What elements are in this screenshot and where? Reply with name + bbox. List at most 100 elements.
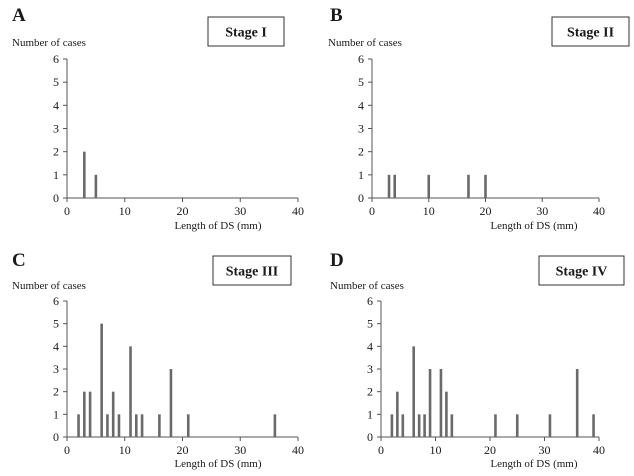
bar	[100, 323, 103, 437]
x-tick-label: 30	[539, 443, 551, 457]
stage-label: Stage II	[567, 26, 614, 41]
y-tick-label: 1	[358, 168, 364, 182]
x-tick-label: 20	[484, 443, 496, 457]
y-tick-label: 2	[53, 385, 59, 399]
stage-label-box	[207, 16, 285, 47]
y-tick-label: 1	[53, 168, 59, 182]
y-tick-label: 3	[358, 122, 364, 136]
y-tick-label: 5	[53, 317, 59, 331]
bar	[445, 391, 448, 437]
y-axis-label: Number of cases	[330, 280, 404, 292]
y-tick-label: 1	[53, 407, 59, 421]
bar	[427, 174, 431, 198]
panel-c: C Number of cases Stage III 0 1 2 3 4 5 6 0 10 20 30 4…	[12, 250, 304, 470]
bar	[428, 369, 432, 437]
bar	[450, 414, 454, 437]
bar	[106, 414, 109, 437]
y-tick-label: 6	[358, 52, 364, 66]
x-tick-label: 20	[480, 204, 492, 218]
x-axis-label: Length of DS (mm)	[490, 458, 577, 470]
bar	[83, 391, 86, 437]
y-tick-label: 0	[53, 430, 59, 444]
x-tick-label: 40	[593, 443, 605, 457]
y-tick-label: 6	[53, 52, 59, 66]
panel-d: D Number of cases Stage IV 0 1 2 3 4 5 6 0 10 20 30 40…	[330, 250, 625, 470]
y-tick-label: 0	[53, 191, 59, 205]
bar	[169, 369, 173, 437]
bar	[129, 346, 132, 437]
x-tick-label: 0	[369, 204, 375, 218]
bar	[140, 414, 144, 437]
bar	[387, 174, 391, 198]
bar	[439, 369, 443, 437]
bar	[273, 414, 277, 437]
bar	[88, 391, 92, 437]
y-tick-label: 4	[358, 98, 364, 112]
panel-letter: A	[12, 5, 26, 26]
y-tick-label: 3	[53, 122, 59, 136]
bar	[94, 174, 98, 198]
bar	[393, 174, 396, 198]
stage-label: Stage III	[226, 265, 279, 280]
bar	[390, 414, 394, 437]
y-tick-label: 2	[367, 385, 373, 399]
x-tick-label: 40	[292, 204, 304, 218]
x-tick-label: 40	[593, 204, 605, 218]
bar	[494, 414, 497, 437]
y-tick-label: 6	[367, 294, 373, 308]
x-tick-label: 10	[119, 443, 131, 457]
x-tick-label: 0	[378, 443, 384, 457]
bar	[592, 414, 595, 437]
y-tick-label: 5	[53, 75, 59, 89]
y-tick-label: 5	[358, 75, 364, 89]
panel-letter: D	[330, 250, 344, 271]
y-tick-label: 5	[367, 317, 373, 331]
stage-label: Stage I	[225, 26, 267, 41]
bar	[548, 414, 552, 437]
bar	[467, 174, 470, 198]
panel-b: B Number of cases Stage II 0 1 2 3 4 5 6 0 10 20 30 40…	[328, 5, 630, 232]
x-axis-label: Length of DS (mm)	[490, 220, 577, 232]
stage-label: Stage IV	[556, 265, 608, 280]
x-tick-label: 30	[234, 443, 246, 457]
x-tick-label: 20	[177, 204, 189, 218]
panel-letter: B	[330, 5, 343, 26]
panel-letter: C	[12, 250, 26, 271]
bar	[423, 414, 426, 437]
x-axis-label: Length of DS (mm)	[174, 458, 261, 470]
bar	[111, 391, 115, 437]
y-tick-label: 0	[367, 430, 373, 444]
y-tick-label: 2	[358, 145, 364, 159]
y-tick-label: 4	[367, 339, 373, 353]
bar	[77, 414, 80, 437]
y-tick-label: 2	[53, 145, 59, 159]
x-tick-label: 10	[423, 204, 435, 218]
bar	[83, 151, 86, 198]
bar	[417, 414, 421, 437]
x-tick-label: 10	[430, 443, 442, 457]
y-tick-label: 3	[367, 362, 373, 376]
y-tick-label: 1	[367, 407, 373, 421]
bar	[515, 414, 519, 437]
stage-label-box	[212, 255, 292, 286]
bar	[186, 414, 190, 437]
x-tick-label: 40	[292, 443, 304, 457]
y-axis-label: Number of cases	[328, 37, 402, 49]
stage-label-box	[538, 255, 625, 286]
bar	[412, 346, 415, 437]
bar	[117, 414, 121, 437]
y-axis-label: Number of cases	[12, 37, 86, 49]
bar	[158, 414, 161, 437]
x-tick-label: 0	[64, 204, 70, 218]
x-tick-label: 20	[177, 443, 189, 457]
x-axis-label: Length of DS (mm)	[174, 220, 261, 232]
bar	[484, 174, 487, 198]
stage-label-box	[551, 16, 630, 47]
x-tick-label: 10	[119, 204, 131, 218]
y-tick-label: 4	[53, 98, 59, 112]
y-axis-label: Number of cases	[12, 280, 86, 292]
bar	[401, 414, 405, 437]
y-tick-label: 6	[53, 294, 59, 308]
y-tick-label: 4	[53, 339, 59, 353]
